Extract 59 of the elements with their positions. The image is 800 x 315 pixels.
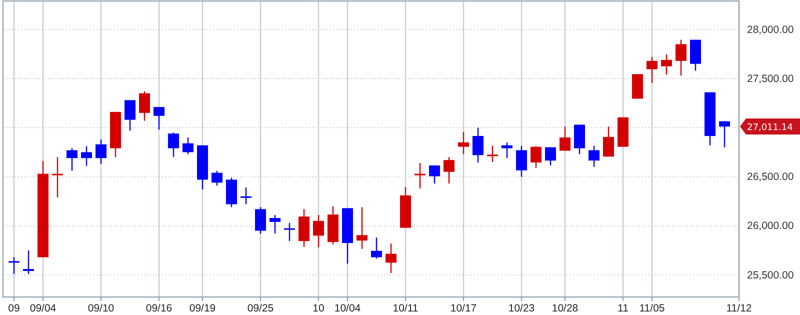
candlestick <box>96 138 106 165</box>
candlestick <box>444 156 454 184</box>
x-tick-label: 09/19 <box>189 302 216 314</box>
candlestick <box>719 120 730 148</box>
candlestick <box>284 222 295 242</box>
candlestick <box>81 146 92 167</box>
candlestick <box>212 170 222 186</box>
candlestick <box>386 242 396 274</box>
candlestick <box>313 214 324 248</box>
x-tick-label: 11 <box>618 302 629 314</box>
candlestick <box>182 136 194 155</box>
candlestick <box>356 206 368 250</box>
candlestick <box>676 39 686 76</box>
x-tick-label: 09 <box>8 302 20 314</box>
x-tick-label: 10 <box>312 302 324 314</box>
x-tick-label: 10/04 <box>334 302 361 314</box>
x-tick-label: 10/17 <box>450 302 477 314</box>
x-tick-label: 10/28 <box>552 302 578 314</box>
x-tick-label: 09/04 <box>30 302 56 314</box>
x-tick-label: 09/10 <box>88 302 114 314</box>
y-tick-label: 27,500.00 <box>747 72 794 85</box>
candlestick <box>139 90 150 122</box>
x-tick-label: 10/23 <box>508 302 535 314</box>
candlestick <box>588 145 600 168</box>
x-tick-label: 11/12 <box>726 302 752 314</box>
candlestick <box>124 100 136 132</box>
candlestick <box>23 250 34 275</box>
candlestick <box>168 132 179 158</box>
x-tick-label: 10/11 <box>392 302 418 314</box>
candlestick <box>154 106 164 130</box>
candlestick <box>487 145 498 163</box>
text: 27,011.14 <box>747 123 794 134</box>
y-tick-label: 28,000.00 <box>747 24 794 36</box>
candlestick <box>414 162 426 190</box>
x-tick-label: 11/05 <box>639 302 665 314</box>
candlestick <box>458 131 469 155</box>
candlestick <box>603 126 614 158</box>
candlestick <box>429 164 440 184</box>
candlestick <box>270 214 280 234</box>
y-tick-label: 25,500.00 <box>747 269 794 282</box>
candlestick <box>472 127 484 164</box>
candlestick <box>560 126 570 152</box>
candlestick <box>545 146 556 166</box>
x-tick-label: 09/16 <box>146 302 172 314</box>
y-tick-label: 26,500.00 <box>747 171 794 184</box>
y-tick-label: 26,000.00 <box>747 220 794 232</box>
candlestick <box>8 256 20 275</box>
candlestick <box>502 142 512 159</box>
candlestick <box>516 145 527 178</box>
x-tick-label: 09/25 <box>247 302 274 314</box>
candlestick <box>371 237 382 260</box>
candlestick <box>255 206 266 234</box>
candlestick <box>530 146 542 168</box>
candlestick <box>661 54 672 76</box>
candlestick <box>646 56 658 84</box>
candlestick <box>574 124 585 155</box>
candlestick <box>240 186 252 205</box>
candlestick <box>66 148 78 172</box>
candlestick <box>52 156 63 198</box>
